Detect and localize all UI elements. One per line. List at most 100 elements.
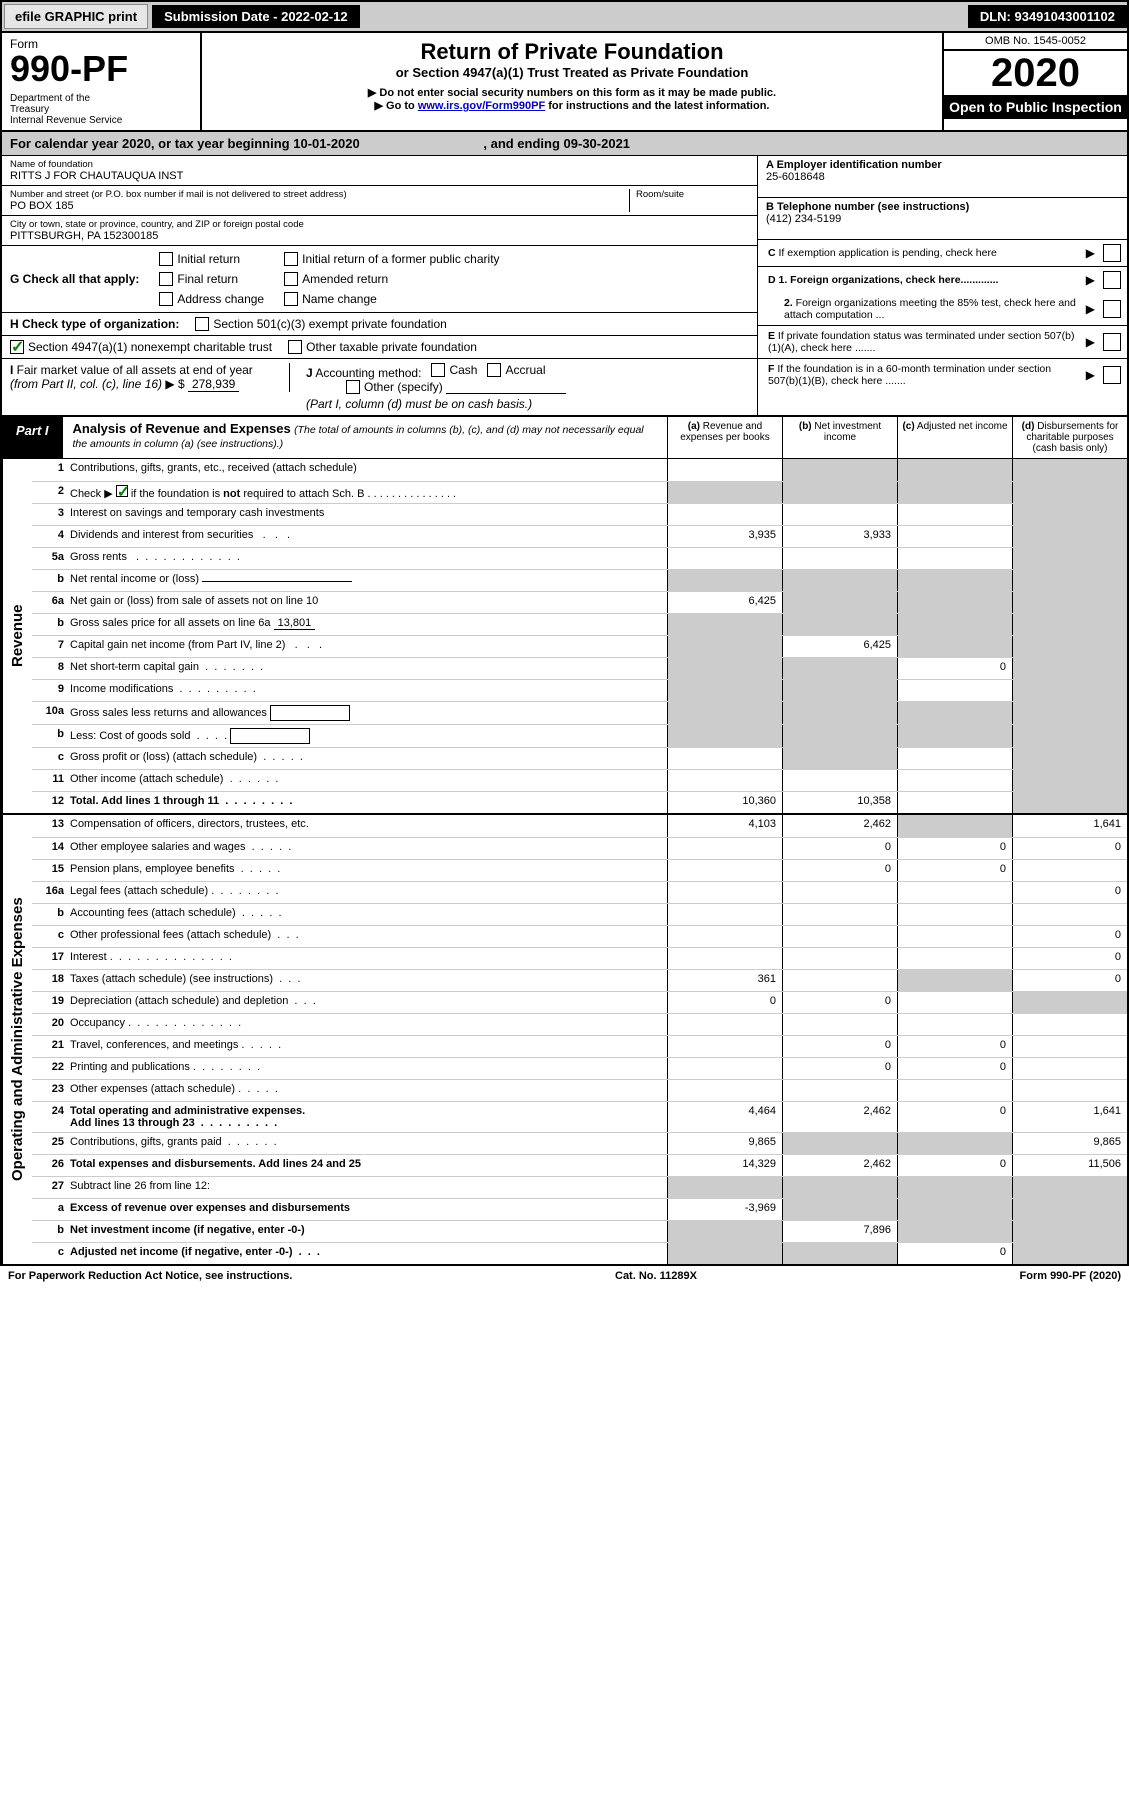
dln: DLN: 93491043001102 (968, 5, 1127, 28)
i-j-row: I Fair market value of all assets at end… (2, 359, 757, 415)
row-20: 20Occupancy . . . . . . . . . . . . . (32, 1013, 1127, 1035)
footer-left: For Paperwork Reduction Act Notice, see … (8, 1270, 292, 1282)
fmv-value: 278,939 (188, 377, 239, 392)
form-header: Form 990-PF Department of theTreasuryInt… (0, 33, 1129, 132)
phone: (412) 234-5199 (766, 213, 841, 225)
checkbox-4947-checked[interactable] (10, 340, 24, 354)
row-27: 27Subtract line 26 from line 12: (32, 1176, 1127, 1198)
side-expenses: Operating and Administrative Expenses (2, 815, 32, 1264)
row-11: 11Other income (attach schedule) . . . .… (32, 769, 1127, 791)
footer: For Paperwork Reduction Act Notice, see … (0, 1266, 1129, 1286)
title: Return of Private Foundation (212, 39, 932, 65)
c-row: C If exemption application is pending, c… (758, 240, 1127, 267)
row-17: 17Interest . . . . . . . . . . . . . . 0 (32, 947, 1127, 969)
col-headers: (a) Revenue and expenses per books (b) N… (667, 417, 1127, 458)
open-inspection: Open to Public Inspection (944, 95, 1127, 119)
f-checkbox[interactable] (1103, 366, 1121, 384)
c-checkbox[interactable] (1103, 244, 1121, 262)
irs-link[interactable]: www.irs.gov/Form990PF (418, 100, 545, 112)
phone-cell: B Telephone number (see instructions) (4… (758, 198, 1127, 240)
row-27a: aExcess of revenue over expenses and dis… (32, 1198, 1127, 1220)
instr-1: ▶ Do not enter social security numbers o… (212, 86, 932, 99)
top-bar: efile GRAPHIC print Submission Date - 20… (0, 0, 1129, 33)
g-row: G Check all that apply: Initial return F… (2, 246, 757, 313)
row-5b: bNet rental income or (loss) (32, 569, 1127, 591)
row-16c: cOther professional fees (attach schedul… (32, 925, 1127, 947)
part1-title: Analysis of Revenue and Expenses (The to… (63, 417, 667, 458)
row-21: 21Travel, conferences, and meetings . . … (32, 1035, 1127, 1057)
title-block: Return of Private Foundation or Section … (202, 33, 942, 130)
omb: OMB No. 1545-0052 (944, 33, 1127, 51)
info-grid: Name of foundation RITTS J FOR CHAUTAUQU… (0, 156, 1129, 417)
part1-badge: Part I (2, 417, 63, 458)
expenses-table: Operating and Administrative Expenses 13… (0, 815, 1129, 1266)
name-cell: Name of foundation RITTS J FOR CHAUTAUQU… (2, 156, 757, 186)
foundation-name: RITTS J FOR CHAUTAUQUA INST (10, 170, 749, 182)
row-10b: bLess: Cost of goods sold . . . . (32, 724, 1127, 747)
footer-mid: Cat. No. 11289X (615, 1270, 697, 1282)
d2-row: 2. Foreign organizations meeting the 85%… (758, 293, 1127, 325)
d1-row: D 1. Foreign organizations, check here..… (758, 267, 1127, 293)
h-row-2: Section 4947(a)(1) nonexempt charitable … (2, 336, 757, 359)
d2-checkbox[interactable] (1103, 300, 1121, 318)
row-6b: bGross sales price for all assets on lin… (32, 613, 1127, 635)
efile-print-button[interactable]: efile GRAPHIC print (4, 4, 148, 29)
h-row: H Check type of organization: Section 50… (2, 313, 757, 336)
row-10c: cGross profit or (loss) (attach schedule… (32, 747, 1127, 769)
row-8: 8Net short-term capital gain . . . . . .… (32, 657, 1127, 679)
dept: Department of theTreasuryInternal Revenu… (10, 93, 192, 126)
row-15: 15Pension plans, employee benefits . . .… (32, 859, 1127, 881)
form-id-block: Form 990-PF Department of theTreasuryInt… (2, 33, 202, 130)
submission-date: Submission Date - 2022-02-12 (152, 5, 360, 28)
row-27c: cAdjusted net income (if negative, enter… (32, 1242, 1127, 1264)
city: PITTSBURGH, PA 152300185 (10, 230, 749, 242)
instr-2: ▶ Go to www.irs.gov/Form990PF for instru… (212, 99, 932, 112)
row-13: 13Compensation of officers, directors, t… (32, 815, 1127, 837)
row-27b: bNet investment income (if negative, ent… (32, 1220, 1127, 1242)
side-revenue: Revenue (2, 459, 32, 813)
e-checkbox[interactable] (1103, 333, 1121, 351)
col-c: (c) Adjusted net income (897, 417, 1012, 458)
row-22: 22Printing and publications . . . . . . … (32, 1057, 1127, 1079)
tax-year: 2020 (944, 51, 1127, 95)
row-7: 7Capital gain net income (from Part IV, … (32, 635, 1127, 657)
col-d: (d) Disbursements for charitable purpose… (1012, 417, 1127, 458)
schb-checkbox[interactable] (116, 485, 128, 497)
row-14: 14Other employee salaries and wages . . … (32, 837, 1127, 859)
e-row: E If private foundation status was termi… (758, 326, 1127, 359)
d1-checkbox[interactable] (1103, 271, 1121, 289)
row-9: 9Income modifications . . . . . . . . . (32, 679, 1127, 701)
f-row: F If the foundation is in a 60-month ter… (758, 359, 1127, 391)
col-b: (b) Net investment income (782, 417, 897, 458)
calendar-year-row: For calendar year 2020, or tax year begi… (0, 132, 1129, 156)
row-2: 2Check ▶ if the foundation is not requir… (32, 481, 1127, 503)
row-25: 25Contributions, gifts, grants paid . . … (32, 1132, 1127, 1154)
omb-year-block: OMB No. 1545-0052 2020 Open to Public In… (942, 33, 1127, 130)
row-10a: 10aGross sales less returns and allowanc… (32, 701, 1127, 724)
subtitle: or Section 4947(a)(1) Trust Treated as P… (212, 65, 932, 80)
part1-header: Part I Analysis of Revenue and Expenses … (0, 417, 1129, 459)
revenue-table: Revenue 1Contributions, gifts, grants, e… (0, 459, 1129, 815)
row-26: 26Total expenses and disbursements. Add … (32, 1154, 1127, 1176)
street: PO BOX 185 (10, 200, 629, 212)
row-6a: 6aNet gain or (loss) from sale of assets… (32, 591, 1127, 613)
form-number: 990-PF (10, 51, 192, 87)
row-23: 23Other expenses (attach schedule) . . .… (32, 1079, 1127, 1101)
city-cell: City or town, state or province, country… (2, 216, 757, 246)
row-5a: 5aGross rents . . . . . . . . . . . . (32, 547, 1127, 569)
row-16b: bAccounting fees (attach schedule) . . .… (32, 903, 1127, 925)
row-12: 12Total. Add lines 1 through 11 . . . . … (32, 791, 1127, 813)
ein-cell: A Employer identification number 25-6018… (758, 156, 1127, 198)
addr-cell: Number and street (or P.O. box number if… (2, 186, 757, 216)
info-right: A Employer identification number 25-6018… (757, 156, 1127, 415)
row-18: 18Taxes (attach schedule) (see instructi… (32, 969, 1127, 991)
row-3: 3Interest on savings and temporary cash … (32, 503, 1127, 525)
row-24: 24Total operating and administrative exp… (32, 1101, 1127, 1132)
row-16a: 16aLegal fees (attach schedule) . . . . … (32, 881, 1127, 903)
row-1: 1Contributions, gifts, grants, etc., rec… (32, 459, 1127, 481)
col-a: (a) Revenue and expenses per books (667, 417, 782, 458)
footer-right: Form 990-PF (2020) (1020, 1270, 1122, 1282)
row-4: 4Dividends and interest from securities … (32, 525, 1127, 547)
row-19: 19Depreciation (attach schedule) and dep… (32, 991, 1127, 1013)
ein: 25-6018648 (766, 171, 825, 183)
